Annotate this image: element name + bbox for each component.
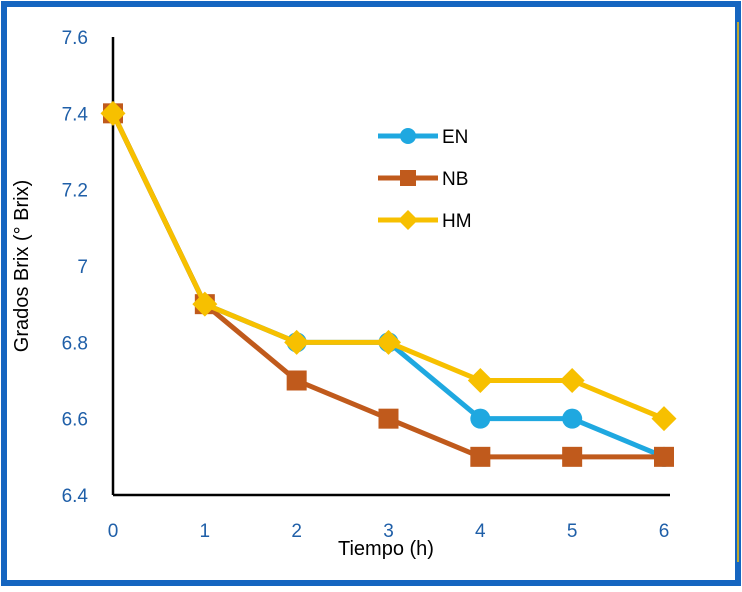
x-tick-label-5: 5 — [567, 521, 578, 542]
y-tick-label-6: 7.6 — [62, 28, 88, 49]
data-point-hm-0 — [100, 100, 126, 126]
y-tick-label-2: 6.8 — [62, 333, 88, 354]
data-point-nb-5 — [562, 446, 583, 467]
legend-marker-nb — [400, 170, 416, 186]
y-tick-label-3: 7 — [77, 257, 88, 278]
data-point-hm-1 — [192, 291, 218, 317]
legend-item-nb: NB — [378, 169, 468, 190]
legend-label-en: EN — [442, 127, 468, 148]
y-tick-label-0: 6.4 — [62, 486, 89, 507]
legend-label-nb: NB — [442, 169, 468, 190]
legend-item-hm: HM — [378, 210, 472, 232]
x-tick-label-3: 3 — [383, 521, 394, 542]
data-point-hm-4 — [467, 368, 493, 393]
x-tick-label-6: 6 — [659, 521, 670, 542]
data-point-nb-6 — [654, 446, 674, 467]
legend-label-hm: HM — [442, 211, 472, 232]
data-point-nb-4 — [470, 446, 491, 467]
data-point-en-5 — [562, 408, 583, 429]
x-tick-label-1: 1 — [200, 521, 211, 542]
legend-marker-en — [400, 128, 416, 144]
y-tick-label-5: 7.4 — [62, 104, 89, 125]
series-layer — [100, 100, 677, 467]
data-point-nb-3 — [378, 408, 399, 429]
data-point-hm-2 — [284, 329, 310, 355]
data-point-nb-2 — [286, 370, 307, 391]
legend: EN NB HM — [378, 127, 472, 232]
x-tick-label-0: 0 — [108, 521, 119, 542]
legend-marker-hm — [398, 210, 418, 230]
legend-item-en: EN — [378, 127, 468, 148]
x-tick-label-2: 2 — [291, 521, 302, 542]
data-point-en-4 — [470, 408, 491, 429]
data-point-hm-6 — [651, 406, 677, 432]
x-tick-label-4: 4 — [475, 521, 486, 542]
series-hm — [100, 100, 677, 432]
x-axis-label: Tiempo (h) — [338, 538, 434, 560]
data-point-hm-5 — [559, 368, 585, 393]
data-point-hm-3 — [376, 329, 401, 355]
y-axis-label: Grados Brix (° Brix) — [11, 180, 33, 352]
y-tick-label-4: 7.2 — [62, 181, 88, 202]
y-tick-label-1: 6.6 — [62, 410, 88, 431]
